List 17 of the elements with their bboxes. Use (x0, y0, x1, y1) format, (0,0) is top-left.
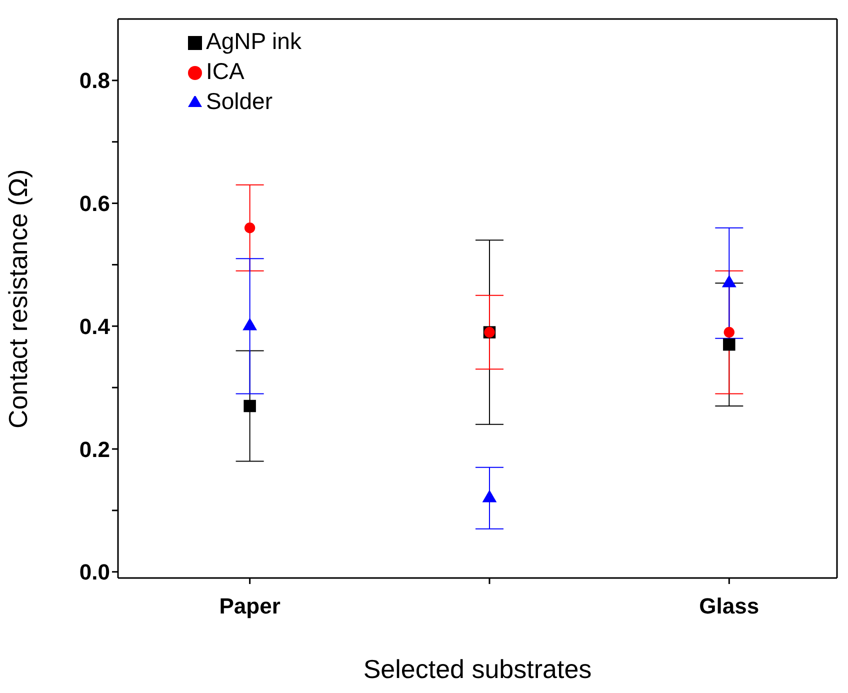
y-axis-title: Contact resistance (Ω) (3, 169, 34, 428)
point (723, 338, 736, 351)
y-tick-label: 0.0 (79, 560, 110, 585)
y-tick-label: 0.6 (79, 191, 110, 216)
y-tick-label: 0.2 (79, 436, 110, 462)
point (724, 326, 734, 338)
x-axis-title: Selected substrates (363, 654, 592, 684)
y-tick-label: 0.8 (79, 68, 110, 94)
x-tick-label: Glass (699, 594, 760, 619)
point (482, 490, 497, 502)
point (244, 400, 256, 412)
legend-label: AgNP ink (206, 28, 302, 54)
x-tick-label: Paper (219, 594, 281, 619)
legend-label: Solder (206, 88, 272, 114)
point (244, 222, 256, 234)
y-tick-label: 0.4 (79, 314, 111, 339)
legend-label: ICA (206, 58, 244, 84)
